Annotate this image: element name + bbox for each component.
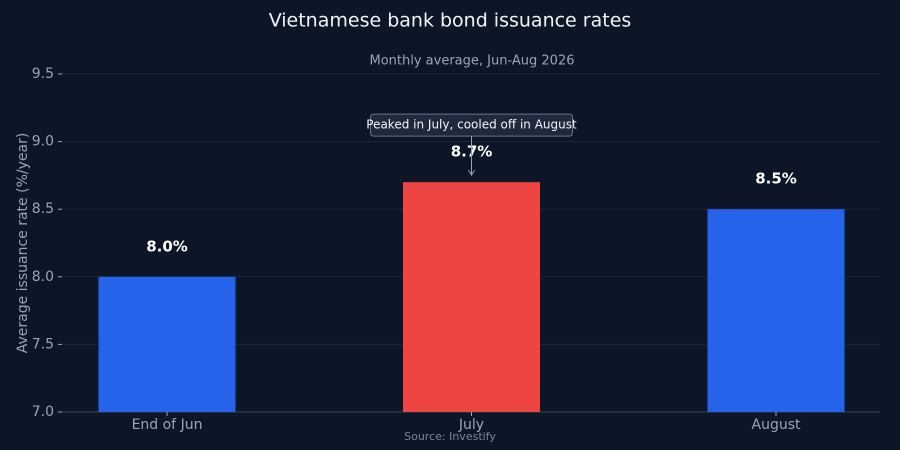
chart-subtitle: Monthly average, Jun-Aug 2026 <box>370 54 575 69</box>
value-label: 8.0% <box>146 237 188 255</box>
source: Source: Investify <box>404 430 496 443</box>
annotation-arrowhead <box>468 169 475 177</box>
x-tick-label: End of Jun <box>132 417 203 433</box>
bar <box>707 209 845 412</box>
x-tick-label: July <box>458 417 484 433</box>
y-tick-label: 9.5 <box>32 66 54 82</box>
bar <box>98 276 236 412</box>
annotation: Peaked in July, cooled off in August <box>366 118 577 132</box>
value-label: 8.5% <box>755 170 797 188</box>
y-tick-label: 9.0 <box>32 134 54 150</box>
y-tick-label: 7.5 <box>32 336 54 352</box>
chart-title: Vietnamese bank bond issuance rates <box>269 10 632 32</box>
y-tick-label: 8.0 <box>32 269 54 285</box>
bar <box>403 182 540 412</box>
y-axis-label: Average issuance rate (%/year) <box>15 133 31 354</box>
x-tick-label: August <box>752 417 802 433</box>
y-tick-label: 8.5 <box>32 201 54 217</box>
y-tick-label: 7.0 <box>32 404 54 420</box>
